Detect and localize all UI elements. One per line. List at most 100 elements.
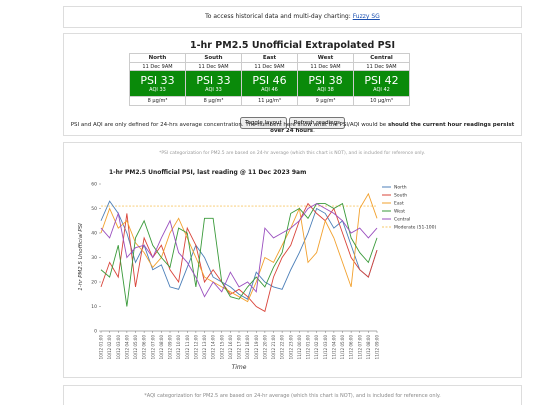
region-time: 11 Dec 9AM <box>185 62 242 71</box>
region-name: Central <box>353 53 410 63</box>
x-tick-label: 11/12 07:00 <box>357 335 362 360</box>
region-conc: 8 µg/m³ <box>129 96 186 106</box>
legend-label: East <box>394 201 404 207</box>
x-tick-label: 11/12 05:00 <box>340 335 345 360</box>
summary-title: 1-hr PM2.5 Unofficial Extrapolated PSI <box>189 40 395 51</box>
x-tick-label: 10/12 16:00 <box>228 335 233 360</box>
footer-text: *AQI categorization for PM2.5 are based … <box>144 393 441 399</box>
x-tick-label: 10/12 08:00 <box>159 335 164 360</box>
x-tick-label: 11/12 04:00 <box>331 335 336 360</box>
x-tick-label: 10/12 13:00 <box>202 335 207 360</box>
aqi-value: AQI 38 <box>317 86 334 93</box>
legend-label: North <box>394 185 407 191</box>
chart-panel: *PSI categorization for PM2.5 are based … <box>63 142 522 378</box>
y-tick-label: 60 <box>91 182 97 188</box>
region-name: South <box>185 53 242 63</box>
button[interactable]: Toggle layout <box>240 117 287 129</box>
note-end: . <box>313 128 315 134</box>
x-tick-label: 10/12 20:00 <box>262 335 267 360</box>
series-line <box>100 203 378 298</box>
psi-cell: PSI 33 AQI 33 <box>185 70 242 97</box>
psi-table: North South East West Central 11 Dec 9AM 11 De… <box>129 53 410 106</box>
psi-value: PSI 33 <box>140 73 175 87</box>
fuzzy-link[interactable]: Fuzzy SG <box>352 13 380 20</box>
y-tick-label: 40 <box>91 231 97 237</box>
x-tick-label: 10/12 14:00 <box>211 335 216 360</box>
x-tick-label: 10/12 10:00 <box>176 335 181 360</box>
legend-label: West <box>394 209 405 215</box>
psi-cell: PSI 42 AQI 42 <box>353 70 410 97</box>
x-tick-label: 11/12 00:00 <box>297 335 302 360</box>
legend-label: Central <box>394 217 410 223</box>
x-axis-label: Time <box>232 364 247 371</box>
banner: To access historical data and multi-day … <box>63 6 522 28</box>
series-line <box>100 200 378 300</box>
region-name: East <box>241 53 298 63</box>
region-name: North <box>129 53 186 63</box>
psi-cell: PSI 38 AQI 38 <box>297 70 354 97</box>
button[interactable]: Refresh readings <box>288 117 345 129</box>
region-conc: 8 µg/m³ <box>185 96 242 106</box>
region-conc: 11 µg/m³ <box>241 96 298 106</box>
region-time: 11 Dec 9AM <box>241 62 298 71</box>
x-tick-label: 10/12 15:00 <box>219 335 224 360</box>
x-tick-label: 11/12 03:00 <box>323 335 328 360</box>
x-tick-label: 11/12 08:00 <box>366 335 371 360</box>
summary-note: PSI and AQI are only defined for 24-hrs … <box>64 122 521 134</box>
x-tick-label: 11/12 09:00 <box>375 335 380 360</box>
banner-text: To access historical data and multi-day … <box>205 13 351 20</box>
x-tick-label: 11/12 06:00 <box>349 335 354 360</box>
region-time: 11 Dec 9AM <box>297 62 354 71</box>
x-tick-label: 10/12 01:00 <box>99 335 104 360</box>
x-tick-label: 10/12 03:00 <box>116 335 121 360</box>
x-tick-label: 10/12 21:00 <box>271 335 276 360</box>
table-row: PSI 33 AQI 33 PSI 33 AQI 33 PSI 46 AQI 46 PSI … <box>129 70 410 97</box>
chart: *PSI categorization for PM2.5 are based … <box>78 150 437 371</box>
aqi-value: AQI 33 <box>149 86 166 93</box>
x-tick-label: 10/12 22:00 <box>280 335 285 360</box>
aqi-value: AQI 33 <box>205 86 222 93</box>
region-name: West <box>297 53 354 63</box>
x-tick-label: 10/12 06:00 <box>142 335 147 360</box>
x-tick-label: 11/12 02:00 <box>314 335 319 360</box>
table-row: 11 Dec 9AM 11 Dec 9AM 11 Dec 9AM 11 Dec 9AM… <box>129 62 410 71</box>
x-tick-label: 10/12 04:00 <box>124 335 129 360</box>
y-tick-label: 20 <box>91 280 97 286</box>
psi-cell: PSI 46 AQI 46 <box>241 70 298 97</box>
note-bold: should the current hour readings persist… <box>270 122 515 134</box>
psi-value: PSI 38 <box>308 73 343 87</box>
psi-value: PSI 33 <box>196 73 231 87</box>
x-tick-label: 10/12 12:00 <box>193 335 198 360</box>
y-tick-label: 30 <box>91 255 97 261</box>
y-tick-label: 0 <box>94 329 97 335</box>
x-tick-label: 10/12 23:00 <box>288 335 293 360</box>
legend-label: Moderate (51-100) <box>394 225 437 231</box>
psi-value: PSI 42 <box>364 73 399 87</box>
series-line <box>100 202 378 313</box>
region-time: 11 Dec 9AM <box>129 62 186 71</box>
y-tick-label: 50 <box>91 206 97 212</box>
x-tick-label: 10/12 11:00 <box>185 335 190 360</box>
x-tick-label: 10/12 02:00 <box>107 335 112 360</box>
series-line <box>100 202 378 307</box>
region-conc: 10 µg/m³ <box>353 96 410 106</box>
table-row: North South East West Central <box>129 53 410 63</box>
x-tick-label: 10/12 18:00 <box>245 335 250 360</box>
y-axis-label: 1-hr PM2.5 Unofficial PSI <box>78 223 84 291</box>
chart-title: 1-hr PM2.5 Unofficial PSI, last reading … <box>109 169 306 176</box>
x-tick-label: 10/12 07:00 <box>150 335 155 360</box>
footer-note: *AQI categorization for PM2.5 are based … <box>63 385 522 405</box>
x-tick-label: 10/12 09:00 <box>168 335 173 360</box>
region-time: 11 Dec 9AM <box>353 62 410 71</box>
region-conc: 9 µg/m³ <box>297 96 354 106</box>
x-tick-label: 10/12 19:00 <box>254 335 259 360</box>
chart-note: *PSI categorization for PM2.5 are based … <box>159 150 425 156</box>
table-row: 8 µg/m³ 8 µg/m³ 11 µg/m³ 9 µg/m³ 10 µg/m³ <box>129 96 410 106</box>
buttons: Toggle layout Refresh readings <box>64 109 521 129</box>
x-tick-label: 11/12 01:00 <box>306 335 311 360</box>
summary-panel: 1-hr PM2.5 Unofficial Extrapolated PSI N… <box>63 33 522 136</box>
aqi-value: AQI 46 <box>261 86 278 93</box>
y-tick-label: 10 <box>91 304 97 310</box>
legend-label: South <box>394 193 407 199</box>
